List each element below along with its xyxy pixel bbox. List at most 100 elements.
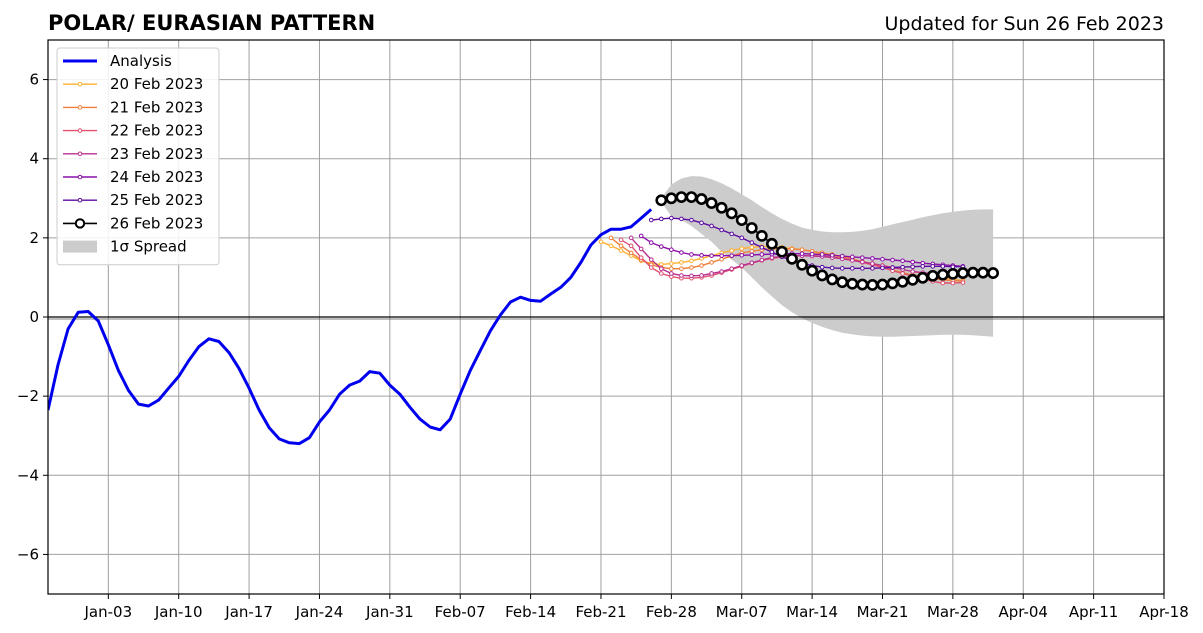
series-point-24-feb-2023 — [669, 247, 674, 253]
series-point-25-feb-2023 — [839, 266, 845, 271]
plot-content — [48, 176, 1164, 446]
series-point-24-feb-2023 — [860, 255, 865, 260]
series-point-26-feb-2023 — [675, 191, 688, 203]
series-point-26-feb-2023 — [725, 207, 738, 220]
series-point-22-feb-2023 — [648, 265, 654, 270]
series-point-26-feb-2023 — [826, 273, 839, 286]
series-point-24-feb-2023 — [699, 252, 704, 258]
y-tick-label: 6 — [29, 71, 39, 89]
series-point-25-feb-2023 — [769, 249, 775, 255]
series-point-24-feb-2023 — [809, 251, 815, 257]
series-point-25-feb-2023 — [759, 245, 765, 250]
series-point-25-feb-2023 — [920, 264, 926, 269]
series-point-25-feb-2023 — [749, 240, 755, 245]
series-point-25-feb-2023 — [890, 265, 895, 270]
y-tick-label: 4 — [29, 150, 39, 168]
series-point-20-feb-2023 — [618, 248, 624, 253]
series-point-21-feb-2023 — [709, 260, 714, 265]
series-point-23-feb-2023 — [850, 258, 855, 263]
series-point-25-feb-2023 — [819, 264, 825, 270]
y-tick-label: 0 — [29, 308, 39, 326]
series-point-20-feb-2023 — [739, 246, 745, 251]
series-point-24-feb-2023 — [759, 252, 765, 257]
series-point-24-feb-2023 — [829, 252, 835, 258]
series-point-23-feb-2023 — [749, 260, 755, 266]
legend-marker-22-feb-2023 — [77, 128, 83, 133]
x-tick-label: Apr-18 — [1139, 603, 1189, 621]
series-point-23-feb-2023 — [679, 273, 684, 278]
legend-label-26-feb-2023: 26 Feb 2023 — [110, 214, 203, 232]
series-point-24-feb-2023 — [739, 252, 745, 258]
series-point-26-feb-2023 — [896, 275, 909, 288]
series-point-23-feb-2023 — [669, 271, 674, 276]
series-point-21-feb-2023 — [689, 265, 694, 270]
series-point-24-feb-2023 — [749, 252, 755, 258]
legend-marker-21-feb-2023 — [77, 105, 83, 110]
series-point-25-feb-2023 — [699, 220, 704, 226]
series-point-24-feb-2023 — [799, 251, 805, 256]
series-point-25-feb-2023 — [729, 231, 734, 237]
legend-label-spread: 1σ Spread — [110, 238, 187, 256]
series-point-23-feb-2023 — [729, 266, 734, 272]
updated-label: Updated for Sun 26 Feb 2023 — [884, 13, 1164, 35]
legend-marker-23-feb-2023 — [77, 151, 83, 157]
series-point-25-feb-2023 — [709, 223, 714, 229]
x-tick-label: Mar-21 — [857, 603, 909, 621]
chart-title: POLAR/ EURASIAN PATTERN — [48, 11, 375, 35]
legend-label-21-feb-2023: 21 Feb 2023 — [110, 98, 203, 116]
series-point-24-feb-2023 — [900, 258, 905, 264]
x-tick-label: Jan-03 — [84, 603, 133, 621]
x-tick-label: Feb-14 — [505, 603, 556, 621]
series-point-26-feb-2023 — [967, 266, 979, 279]
series-point-26-feb-2023 — [987, 267, 999, 279]
series-point-26-feb-2023 — [655, 194, 668, 207]
series-point-23-feb-2023 — [658, 266, 664, 272]
series-point-26-feb-2023 — [916, 271, 929, 284]
series-point-20-feb-2023 — [689, 258, 694, 264]
series-point-26-feb-2023 — [755, 229, 768, 242]
series-point-20-feb-2023 — [598, 239, 604, 245]
y-tick-label: −2 — [17, 387, 39, 405]
series-point-23-feb-2023 — [759, 257, 765, 263]
x-tick-label: Mar-28 — [927, 603, 979, 621]
series-point-23-feb-2023 — [719, 269, 724, 274]
series-point-25-feb-2023 — [870, 266, 875, 271]
series-point-20-feb-2023 — [749, 245, 755, 250]
series-point-25-feb-2023 — [689, 217, 694, 223]
series-point-22-feb-2023 — [638, 255, 644, 260]
series-point-26-feb-2023 — [886, 277, 899, 290]
y-tick-label: 2 — [29, 229, 39, 247]
x-tick-label: Jan-31 — [365, 603, 414, 621]
series-point-26-feb-2023 — [906, 273, 919, 286]
series-point-23-feb-2023 — [699, 273, 704, 278]
series-point-24-feb-2023 — [689, 252, 694, 257]
series-point-26-feb-2023 — [695, 193, 708, 205]
series-point-22-feb-2023 — [658, 271, 664, 276]
legend-marker-25-feb-2023 — [77, 197, 83, 203]
series-point-24-feb-2023 — [839, 253, 845, 259]
legend-marker-26-feb-2023 — [74, 218, 86, 229]
series-point-23-feb-2023 — [648, 257, 654, 262]
series-point-26-feb-2023 — [745, 222, 758, 234]
legend: Analysis 20 Feb 2023 21 Feb 2023 22 Feb 202… — [56, 47, 220, 266]
series-point-25-feb-2023 — [739, 235, 745, 241]
series-point-20-feb-2023 — [669, 261, 674, 266]
series-point-25-feb-2023 — [860, 266, 865, 271]
series-point-21-feb-2023 — [669, 266, 674, 272]
series-point-25-feb-2023 — [850, 266, 855, 271]
x-tick-label: Apr-04 — [998, 603, 1048, 621]
series-point-21-feb-2023 — [608, 235, 614, 241]
series-point-26-feb-2023 — [856, 278, 869, 291]
series-point-26-feb-2023 — [846, 277, 859, 290]
series-line-23-feb-2023 — [630, 237, 963, 277]
legend-marker-24-feb-2023 — [77, 174, 83, 180]
series-point-22-feb-2023 — [960, 280, 966, 285]
series-point-25-feb-2023 — [940, 264, 946, 269]
series-point-22-feb-2023 — [950, 280, 956, 286]
series-point-25-feb-2023 — [900, 264, 905, 270]
series-point-26-feb-2023 — [806, 264, 819, 277]
series-point-24-feb-2023 — [880, 256, 885, 262]
series-point-25-feb-2023 — [910, 264, 915, 270]
series-point-26-feb-2023 — [977, 266, 989, 279]
